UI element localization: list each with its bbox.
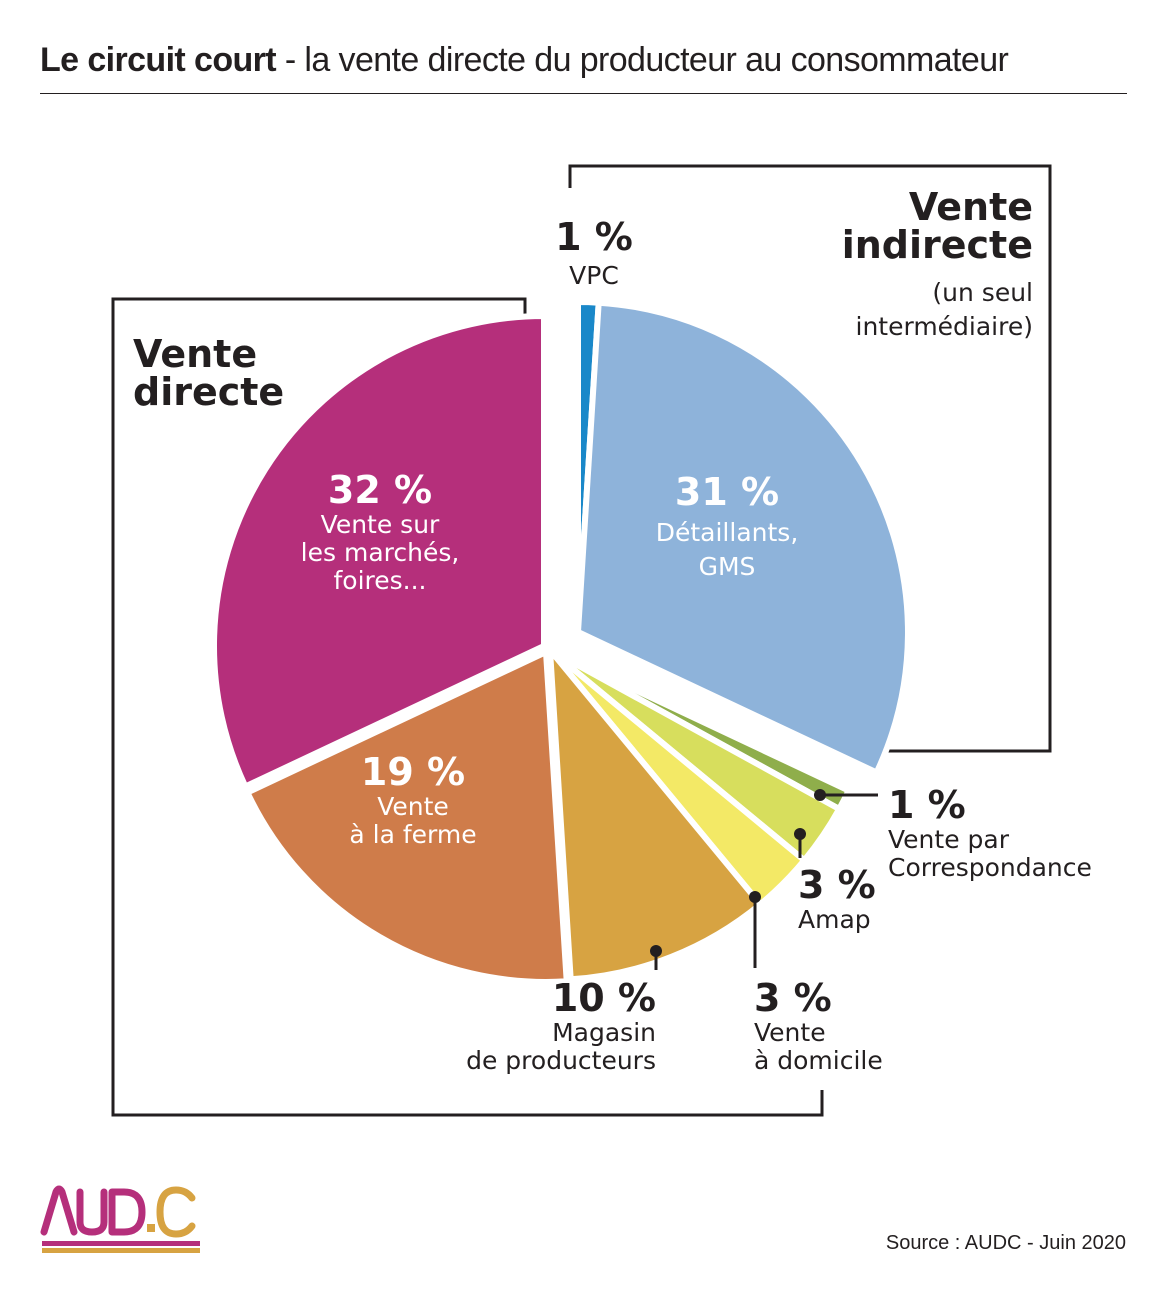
chart-title: Le circuit court - la vente directe du p… [40,38,1130,82]
group-label-vente-indirecte-line: indirecte [842,223,1033,267]
label-detail: 31 % Détaillants, GMS [656,470,799,581]
leader-dot-magasin [650,945,662,957]
pct-detail: 31 % [675,470,779,514]
label-line-ferme: Vente [377,792,449,821]
label-line-domicile: à domicile [754,1046,883,1075]
slice-magasin [547,647,764,983]
group-label-vente-directe-line: Vente [133,332,257,376]
group-label-vente-directe: Vente directe [133,332,284,414]
pct-amap: 3 % [798,863,876,907]
group-note-vente-indirecte-line: (un seul [932,278,1033,307]
group-label-vente-indirecte-line: Vente [909,185,1033,229]
label-corresp: 1 % Vente par Correspondance [888,783,1092,882]
pie-slices [211,299,911,985]
label-line-ferme: à la ferme [349,820,476,849]
pct-marches: 32 % [328,468,432,512]
group-note-vente-indirecte: (un seul intermédiaire) [856,278,1034,341]
label-line-magasin: Magasin [552,1018,656,1047]
audc-logo [40,1182,202,1256]
bracket-vente-directe [111,297,824,1117]
label-amap: 3 % Amap [798,863,876,934]
leader-lines [650,789,878,970]
label-marches: 32 % Vente sur les marchés, foires... [301,468,460,595]
label-line-domicile: Vente [754,1018,826,1047]
label-line-marches: foires... [333,566,426,595]
label-ferme: 19 % Vente à la ferme [349,750,476,849]
slice-detail [575,299,911,776]
chart-title-rest: - la vente directe du producteur au cons… [276,41,1009,79]
title-rule [40,93,1127,94]
label-line-detail: GMS [699,552,756,581]
leader-dot-corresp [814,789,826,801]
pct-vpc: 1 % [555,215,633,259]
group-brackets [111,164,1052,1117]
label-line-marches: les marchés, [301,538,460,567]
pct-ferme: 19 % [361,750,465,794]
audc-logo-mark [40,1185,200,1253]
label-line-vpc: VPC [569,261,619,290]
slice-ferme [244,649,570,985]
leader-dot-domicile [749,891,761,903]
label-line-marches: Vente sur [321,510,440,539]
group-label-vente-directe-line: directe [133,370,284,414]
label-line-corresp: Vente par [888,825,1010,854]
source-note: Source : AUDC - Juin 2020 [885,1232,1126,1254]
label-line-amap: Amap [798,905,871,934]
pct-magasin: 10 % [552,976,656,1020]
label-line-detail: Détaillants, [656,518,799,547]
group-note-vente-indirecte-line: intermédiaire) [856,312,1034,341]
group-label-vente-indirecte: Vente indirecte [842,185,1033,267]
pct-domicile: 3 % [754,976,832,1020]
bracket-vente-indirecte [568,164,1052,753]
leader-dot-amap [794,828,806,840]
chart-title-bold: Le circuit court [40,41,277,79]
label-line-magasin: de producteurs [466,1046,656,1075]
label-domicile: 3 % Vente à domicile [754,976,883,1075]
label-magasin: 10 % Magasin de producteurs [466,976,656,1075]
pct-corresp: 1 % [888,783,966,827]
label-line-corresp: Correspondance [888,853,1092,882]
slice-marches [211,313,547,790]
label-vpc: 1 % VPC [555,215,633,290]
